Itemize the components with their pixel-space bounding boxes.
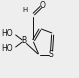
Text: O: O <box>40 1 46 10</box>
Text: HO: HO <box>1 29 13 38</box>
Text: HO: HO <box>1 44 13 53</box>
Text: B: B <box>21 37 26 45</box>
Text: S: S <box>49 50 54 59</box>
Text: H: H <box>22 7 27 13</box>
